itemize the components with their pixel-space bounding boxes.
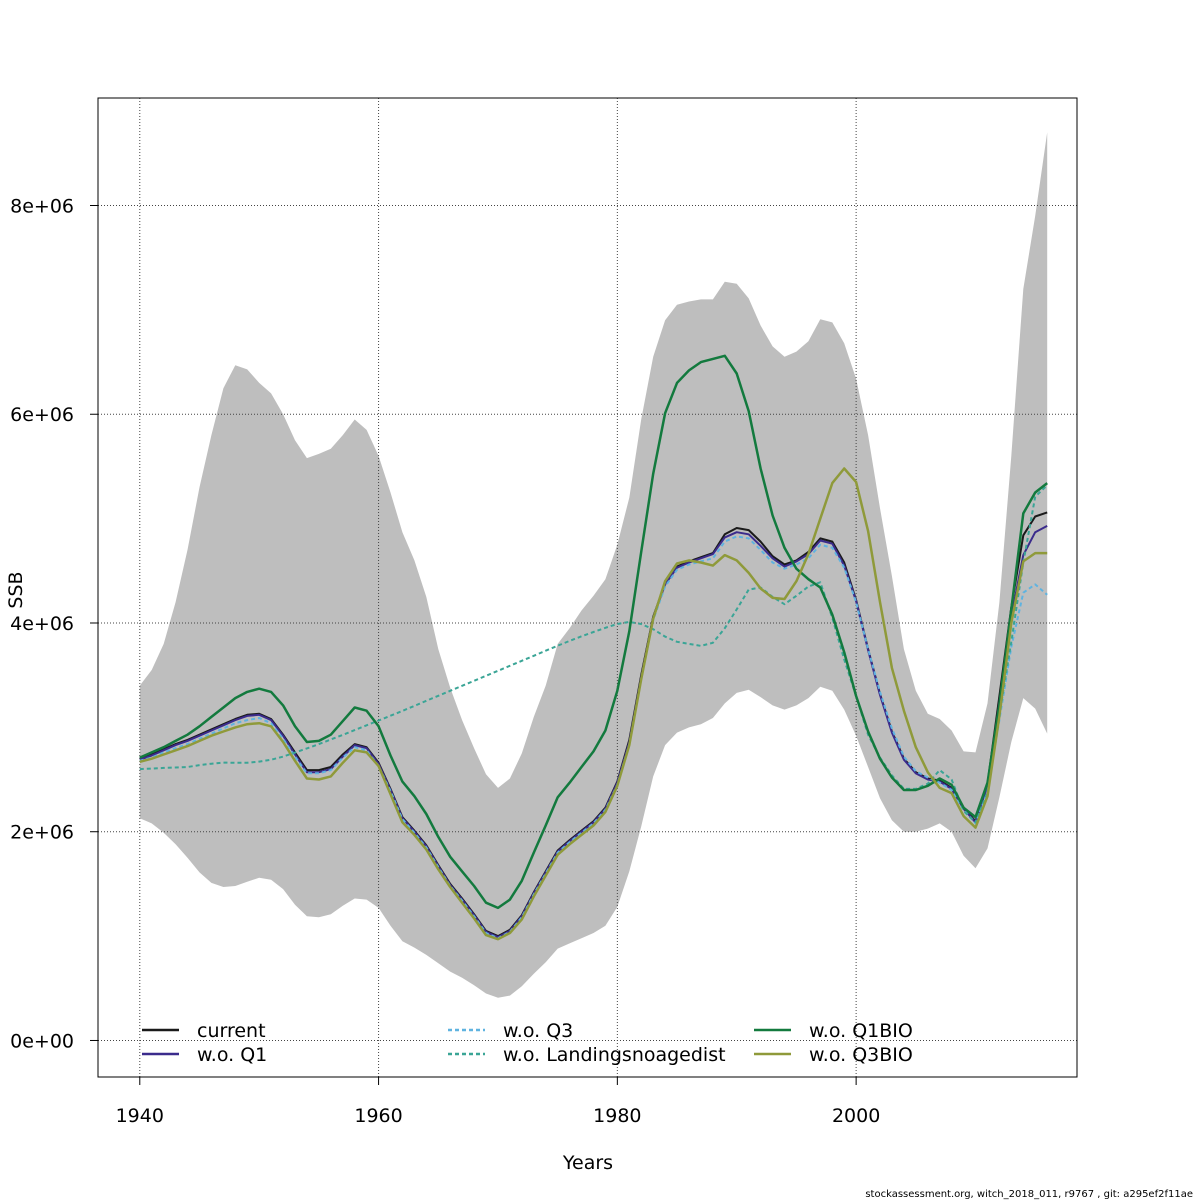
- plot-frame: [97, 97, 1078, 1078]
- series-line-4: [139, 354, 1048, 910]
- footer-caption: stockassessment.org, witch_2018_011, r97…: [865, 1189, 1193, 1200]
- x-tick-label: 2000: [832, 1105, 880, 1127]
- legend-label: w.o. Q1BIO: [809, 1020, 913, 1042]
- legend-label: w.o. Q3: [503, 1020, 573, 1042]
- axes-layer: 1940 1960 1980 2000 0e+00 2e+06 4e+06 6e+06 8e+0…: [10, 196, 880, 1127]
- legend: current w.o. Q3 w.o. Q1BIO w.o. Q1 w.o. Land…: [142, 1020, 913, 1066]
- y-tick-label: 6e+06: [10, 404, 74, 426]
- legend-label: w.o. Q1: [197, 1044, 267, 1066]
- x-tick-label: 1960: [354, 1105, 402, 1127]
- confidence-band: [139, 132, 1048, 998]
- y-tick-label: 4e+06: [10, 613, 74, 635]
- y-tick-label: 2e+06: [10, 822, 74, 844]
- confidence-band-layer: [139, 132, 1048, 998]
- legend-label: w.o. Q3BIO: [809, 1044, 913, 1066]
- series-layer: [139, 354, 1048, 941]
- y-tick-label: 8e+06: [10, 196, 74, 218]
- x-tick-label: 1940: [116, 1105, 164, 1127]
- x-tick-label: 1980: [593, 1105, 641, 1127]
- series-line-3: [139, 484, 1048, 824]
- series-line-1: [139, 525, 1048, 939]
- legend-label: current: [197, 1020, 266, 1042]
- legend-label: w.o. Landingsnoagedist: [503, 1044, 726, 1066]
- y-tick-label: 0e+00: [10, 1030, 74, 1052]
- series-line-5: [139, 467, 1048, 941]
- x-axis-title: Years: [562, 1152, 613, 1174]
- y-axis-title: SSB: [5, 571, 27, 608]
